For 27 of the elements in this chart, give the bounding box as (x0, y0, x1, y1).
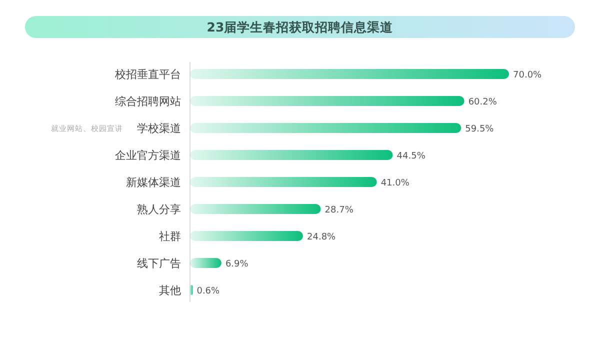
data-label: 0.6% (196, 286, 220, 296)
y-tick-label: 线下广告 (137, 257, 181, 270)
y-tick-label: 校招垂直平台 (114, 68, 181, 81)
bar (190, 123, 462, 133)
chart-title: 23届学生春招获取招聘信息渠道 (206, 20, 394, 34)
y-tick-label: 其他 (159, 284, 181, 297)
data-label: 24.8% (307, 232, 336, 242)
y-tick-label: 综合招聘网站 (115, 95, 181, 108)
bar (190, 177, 377, 187)
bar (190, 150, 393, 160)
data-label: 60.2% (468, 98, 498, 108)
y-tick-label: 新媒体渠道 (126, 176, 181, 189)
y-tick-label: 企业官方渠道 (115, 149, 181, 162)
data-label: 44.5% (396, 152, 426, 162)
data-label: 41.0% (380, 178, 410, 188)
y-tick-label: 熟人分享 (137, 203, 181, 216)
y-tick-label: 社群 (159, 230, 181, 243)
data-label: 59.5% (465, 124, 494, 134)
bar (190, 204, 321, 214)
bar (190, 96, 464, 106)
bar (190, 258, 222, 268)
y-tick-label: 学校渠道 (137, 122, 181, 135)
bar (190, 69, 509, 79)
bar (190, 231, 304, 241)
data-label: 28.7% (324, 206, 354, 216)
data-label: 70.0% (513, 70, 542, 80)
data-label: 6.9% (225, 260, 249, 270)
